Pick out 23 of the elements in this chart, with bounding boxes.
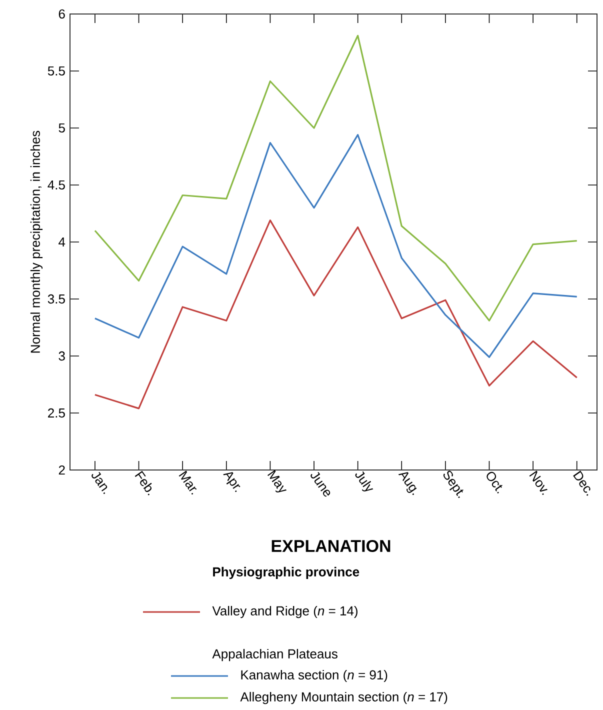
legend-label: Valley and Ridge (n = 14) xyxy=(212,606,358,618)
y-tick-label: 2.5 xyxy=(48,408,65,418)
y-tick-label: 3.5 xyxy=(48,294,65,304)
y-tick-label: 3 xyxy=(58,351,65,361)
x-tick-label: Apr. xyxy=(223,472,240,492)
line-series xyxy=(94,34,578,322)
x-tick-label: Jan. xyxy=(92,472,108,494)
y-tick-label: 5 xyxy=(58,123,65,133)
text: Appalachian Plateaus xyxy=(212,648,338,662)
legend-label: Allegheny Mountain section (n = 17) xyxy=(240,692,448,704)
line-series xyxy=(94,134,578,358)
y-axis-title: Normal monthly precipitation, in inches xyxy=(30,130,43,353)
legend-label: Kanawha section (n = 91) xyxy=(241,670,388,682)
line-series xyxy=(94,220,578,410)
x-tick-label: July xyxy=(355,471,374,492)
y-tick-label: 5.5 xyxy=(48,66,65,76)
y-tick-label: 4.5 xyxy=(48,180,65,190)
legend-title: EXPLANATION xyxy=(272,540,390,552)
y-tick-label: 2 xyxy=(58,465,65,475)
x-tick-label: Oct. xyxy=(486,472,502,494)
text: Physiographic province xyxy=(213,566,360,580)
y-tick-label: 4 xyxy=(58,238,66,246)
y-tick-label: 6 xyxy=(58,9,65,19)
